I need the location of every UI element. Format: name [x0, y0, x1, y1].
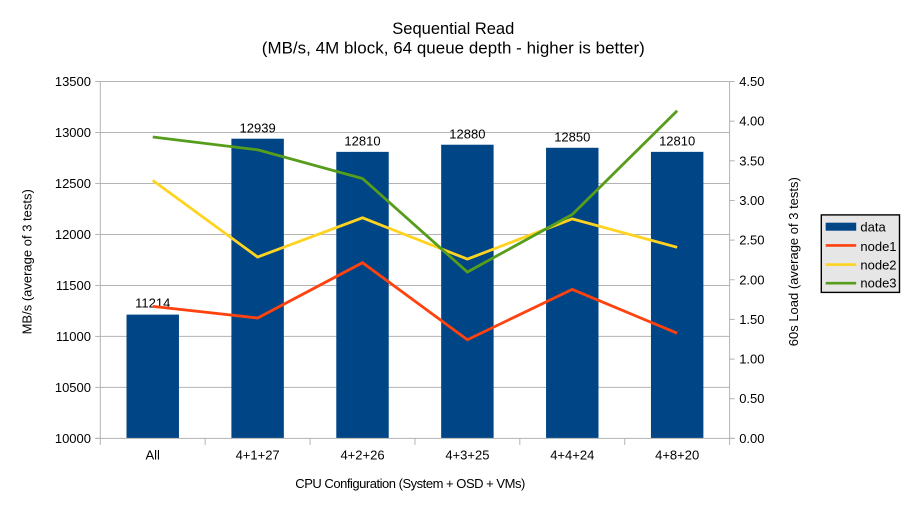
svg-text:4+2+26: 4+2+26 — [340, 447, 384, 462]
svg-text:Sequential Read: Sequential Read — [392, 20, 514, 38]
svg-text:3.00: 3.00 — [739, 193, 764, 208]
svg-text:10000: 10000 — [55, 431, 91, 446]
svg-text:2.00: 2.00 — [739, 272, 764, 287]
svg-text:0.50: 0.50 — [739, 391, 764, 406]
svg-text:node1: node1 — [860, 239, 896, 254]
svg-text:1.00: 1.00 — [739, 352, 764, 367]
svg-text:4+3+25: 4+3+25 — [445, 447, 489, 462]
svg-text:12000: 12000 — [55, 227, 91, 242]
svg-text:12880: 12880 — [449, 126, 485, 141]
svg-text:3.50: 3.50 — [739, 153, 764, 168]
svg-text:4.50: 4.50 — [739, 74, 764, 89]
svg-text:13000: 13000 — [55, 125, 91, 140]
svg-text:1.50: 1.50 — [739, 312, 764, 327]
svg-text:0.00: 0.00 — [739, 431, 764, 446]
svg-text:MB/s (average of 3 tests): MB/s (average of 3 tests) — [20, 189, 35, 334]
svg-text:12850: 12850 — [554, 130, 590, 145]
svg-text:data: data — [860, 220, 886, 235]
svg-text:11500: 11500 — [56, 278, 91, 293]
svg-text:node3: node3 — [860, 276, 896, 291]
svg-text:10500: 10500 — [55, 380, 91, 395]
svg-text:4+1+27: 4+1+27 — [236, 447, 280, 462]
svg-text:12939: 12939 — [240, 120, 276, 135]
svg-text:4.00: 4.00 — [739, 114, 764, 129]
svg-text:(MB/s, 4M block, 64 queue dept: (MB/s, 4M block, 64 queue depth - higher… — [262, 39, 645, 58]
svg-text:13500: 13500 — [55, 74, 91, 89]
svg-text:12810: 12810 — [344, 134, 380, 149]
svg-text:node2: node2 — [860, 257, 896, 272]
svg-text:2.50: 2.50 — [739, 233, 764, 248]
svg-text:4+4+24: 4+4+24 — [550, 447, 594, 462]
svg-text:All: All — [146, 447, 161, 462]
svg-text:60s Load (average of 3 tests): 60s Load (average of 3 tests) — [786, 177, 801, 346]
svg-text:12500: 12500 — [55, 176, 91, 191]
svg-text:11000: 11000 — [56, 329, 91, 344]
svg-text:12810: 12810 — [659, 134, 695, 149]
svg-text:CPU Configuration (System + OS: CPU Configuration (System + OSD + VMs) — [295, 476, 525, 491]
svg-text:4+8+20: 4+8+20 — [655, 447, 699, 462]
